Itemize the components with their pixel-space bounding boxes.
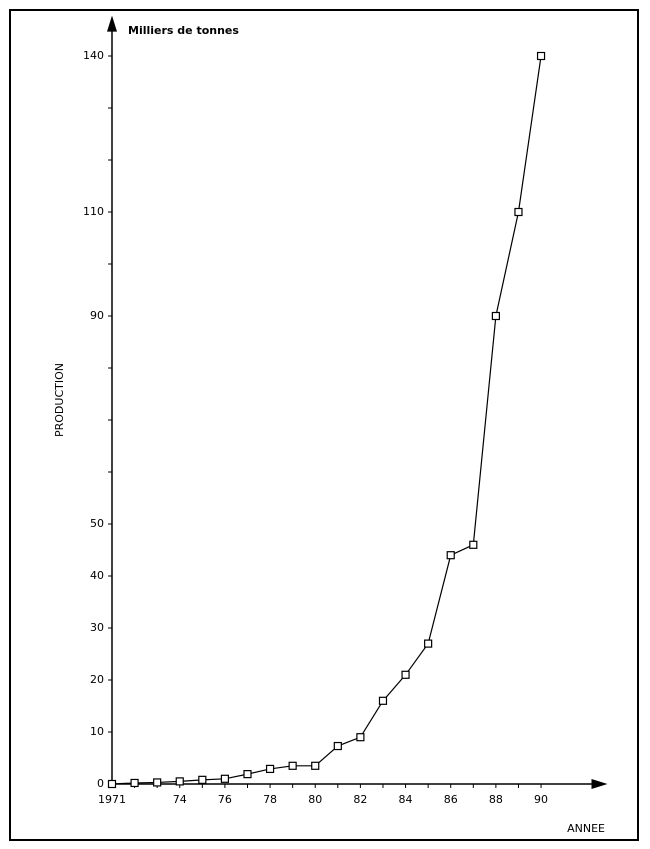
x-axis-title: ANNEE [567, 822, 605, 835]
frame [9, 9, 639, 841]
data-point [265, 764, 275, 774]
x-tick-label: 1971 [98, 793, 126, 806]
x-tick-label: 86 [444, 793, 458, 806]
data-line [111, 55, 542, 785]
data-point [514, 207, 523, 217]
y-tick-label: 140 [83, 49, 104, 62]
data-point [288, 761, 297, 770]
y-axis-arrow [107, 15, 117, 32]
y-tick-label: 40 [90, 569, 104, 582]
data-point [333, 741, 342, 751]
data-point [536, 51, 546, 61]
y-axis-title: PRODUCTION [53, 363, 66, 437]
data-point [311, 761, 320, 770]
y-tick-label: 110 [83, 205, 104, 218]
data-point [378, 696, 388, 705]
data-point [175, 777, 184, 786]
y-tick-label: 30 [90, 621, 104, 634]
x-tick-label: 84 [399, 793, 413, 806]
data-point [356, 733, 365, 742]
x-axis-arrow [591, 779, 608, 789]
y-tick-label: 20 [90, 673, 104, 686]
x-tick-label: 80 [308, 793, 322, 806]
data-point [130, 778, 139, 788]
data-point [153, 778, 162, 787]
data-point [401, 670, 410, 679]
x-tick-label: 78 [263, 793, 277, 806]
data-point [424, 639, 433, 648]
x-tick-label: 88 [489, 793, 503, 806]
data-point [198, 775, 207, 784]
y-tick-label: 0 [97, 777, 104, 790]
data-point [220, 774, 230, 783]
data-point [107, 779, 117, 789]
x-tick-label: 82 [353, 793, 367, 806]
data-point [491, 311, 500, 321]
y-tick-label: 10 [90, 725, 104, 738]
y-unit-label: Milliers de tonnes [128, 24, 239, 37]
y-tick-label: 50 [90, 517, 104, 530]
data-point [446, 551, 455, 560]
data-point [469, 540, 478, 549]
x-tick-label: 76 [218, 793, 232, 806]
x-tick-label: 90 [534, 793, 548, 806]
data-point [243, 770, 252, 779]
x-tick-label: 74 [173, 793, 187, 806]
y-tick-label: 90 [90, 309, 104, 322]
